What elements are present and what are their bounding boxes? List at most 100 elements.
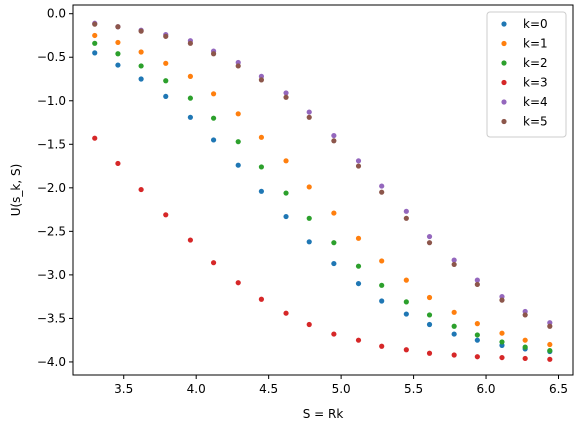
y-tick-label: −0.5 [37,50,66,64]
data-point [547,323,553,329]
data-point [163,78,169,84]
plot-frame [72,4,574,376]
data-point [451,261,457,268]
y-tick-label: −2.0 [37,181,66,195]
data-point [306,239,312,245]
data-point [306,321,312,328]
y-tick-label: 0.0 [47,7,66,21]
data-point [331,240,337,246]
data-point [379,282,385,288]
legend-marker [501,99,507,105]
data-point [331,260,337,267]
data-point [331,331,337,337]
data-point [426,350,433,356]
data-point [403,277,409,283]
data-point [474,332,480,338]
data-point [331,132,337,139]
legend-label: k=4 [523,95,548,109]
data-points [92,20,553,362]
data-point [210,137,217,143]
data-point [547,341,553,348]
data-point [451,331,457,337]
data-point [547,356,553,362]
data-point [163,33,169,39]
data-point [283,90,289,96]
data-point [355,163,362,169]
data-point [138,49,144,55]
data-point [426,294,433,301]
data-point [235,139,241,145]
data-point [163,60,169,66]
data-point [115,160,121,167]
data-point [163,93,169,100]
series-k=1 [92,32,553,348]
x-tick-label: 5.5 [404,382,423,396]
data-point [403,215,409,221]
data-point [235,63,241,69]
legend-marker [501,118,507,125]
data-point [306,114,312,120]
data-point [451,309,457,315]
legend-marker [501,40,507,47]
data-point [379,183,385,189]
y-axis: 0.0 −0.5 −1.0 −1.5 −2.0 −2.5 −3.0 −3.5 −4.0 [37,7,73,369]
data-point [210,51,217,57]
series-k=2 [92,40,553,354]
y-tick-label: −1.0 [37,94,66,108]
y-tick-label: −2.5 [37,224,66,238]
data-point [187,40,193,46]
data-point [426,240,433,246]
data-point [258,296,265,302]
data-point [92,21,98,27]
y-tick-label: −4.0 [37,355,66,369]
data-point [258,188,265,194]
y-axis-label: U(s_k, S) [9,164,23,217]
legend-label: k=3 [523,76,548,90]
legend-label: k=2 [523,56,548,70]
data-point [187,73,193,79]
data-point [426,233,433,240]
data-point [306,184,312,190]
x-axis-label: S = Rk [303,407,344,421]
data-point [522,312,528,318]
data-point [235,280,241,286]
x-tick-label: 4.5 [259,382,278,396]
data-point [115,51,121,57]
data-point [283,310,289,316]
data-point [522,337,528,343]
legend-label: k=0 [523,17,548,31]
series-k=4 [92,20,553,326]
data-point [138,28,144,34]
data-point [451,352,457,358]
legend-marker [501,79,507,86]
data-point [547,348,553,354]
x-axis: 3.5 4.0 4.5 5.0 5.5 6.0 6.5 [114,375,568,396]
data-point [403,347,409,353]
data-point [283,190,289,196]
data-point [403,299,409,305]
data-point [474,321,480,327]
legend: k=0 k=1 k=2 k=3 k=4 k=5 [486,11,567,138]
data-point [379,189,385,195]
data-point [522,355,528,362]
data-point [306,109,312,115]
data-point [283,94,289,100]
data-point [187,114,193,120]
data-point [138,186,144,193]
data-point [474,277,480,283]
data-point [92,50,98,56]
y-tick-label: −3.5 [37,311,66,325]
data-point [355,158,362,164]
data-point [138,76,144,82]
data-point [451,323,457,329]
data-point [426,312,433,318]
data-point [331,210,337,216]
data-point [92,135,98,141]
data-point [403,311,409,317]
series-k=3 [92,135,553,362]
data-point [187,95,193,101]
data-point [331,138,337,144]
data-point [210,91,217,97]
data-point [187,237,193,243]
